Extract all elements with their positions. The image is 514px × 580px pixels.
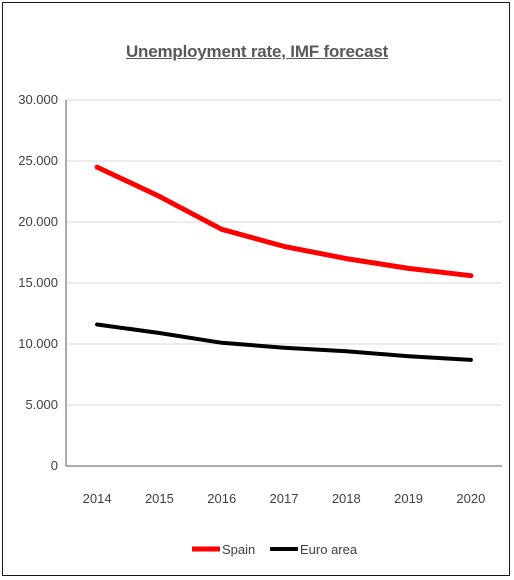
series-line-spain	[94, 164, 474, 279]
x-tick-label: 2015	[145, 491, 174, 506]
y-tick-label: 25.000	[18, 153, 58, 168]
x-tick-label: 2014	[83, 491, 112, 506]
legend-label: Spain	[222, 542, 255, 557]
y-tick-label: 20.000	[18, 214, 58, 229]
y-axis-ticks: 0 5.000 10.000 15.000 20.000 25.000 30.000	[18, 92, 58, 473]
x-tick-label: 2020	[456, 491, 485, 506]
y-tick-label: 15.000	[18, 275, 58, 290]
axes	[65, 100, 502, 467]
series-lines	[94, 164, 474, 362]
gridlines	[66, 99, 502, 406]
y-tick-label: 0	[51, 458, 58, 473]
y-tick-label: 5.000	[25, 397, 58, 412]
y-tick-label: 10.000	[18, 336, 58, 351]
legend-label: Euro area	[300, 542, 358, 557]
x-tick-label: 2019	[394, 491, 423, 506]
chart-title: Unemployment rate, IMF forecast	[125, 42, 389, 61]
legend: Spain Euro area	[192, 542, 358, 557]
x-tick-label: 2016	[207, 491, 236, 506]
chart-frame	[2, 2, 510, 576]
x-tick-label: 2018	[332, 491, 361, 506]
y-tick-label: 30.000	[18, 92, 58, 107]
series-line-euro-area	[95, 322, 473, 362]
x-tick-label: 2017	[270, 491, 299, 506]
x-axis-ticks: 2014 2015 2016 2017 2018 2019 2020	[83, 491, 486, 506]
